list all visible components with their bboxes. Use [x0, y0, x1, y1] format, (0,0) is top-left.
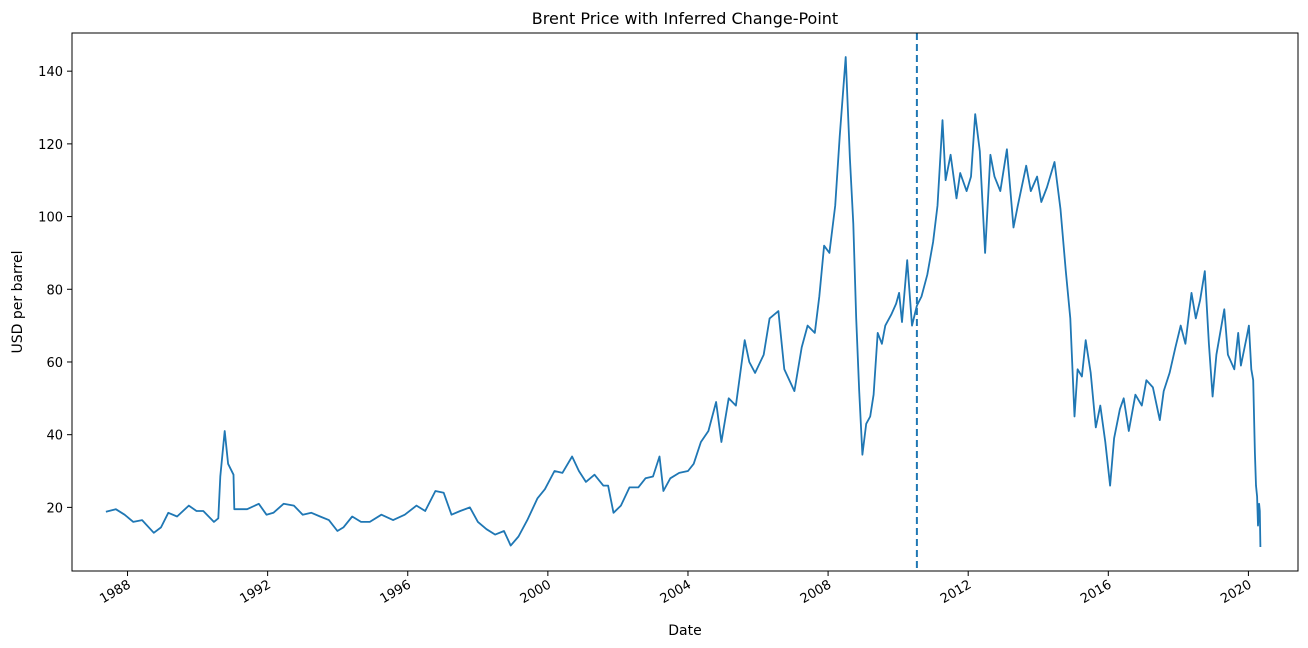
y-axis: 20 40 60 80 100 120 140 [38, 65, 72, 516]
y-tick-label: 120 [38, 138, 63, 153]
y-tick-label: 40 [46, 429, 63, 444]
plot-area [71, 32, 1299, 572]
axes-frame [71, 32, 1299, 572]
x-axis-label: Date [668, 623, 701, 639]
y-tick-label: 80 [46, 283, 63, 298]
series-layer [105, 56, 1262, 548]
price-series-line [105, 56, 1262, 548]
chart-title: Brent Price with Inferred Change-Point [532, 9, 838, 28]
y-tick-label: 140 [38, 65, 63, 80]
y-tick-label: 100 [38, 211, 63, 226]
y-tick-label: 20 [46, 501, 63, 516]
y-tick-label: 60 [46, 356, 63, 371]
y-axis-label: USD per barrel [10, 251, 26, 354]
